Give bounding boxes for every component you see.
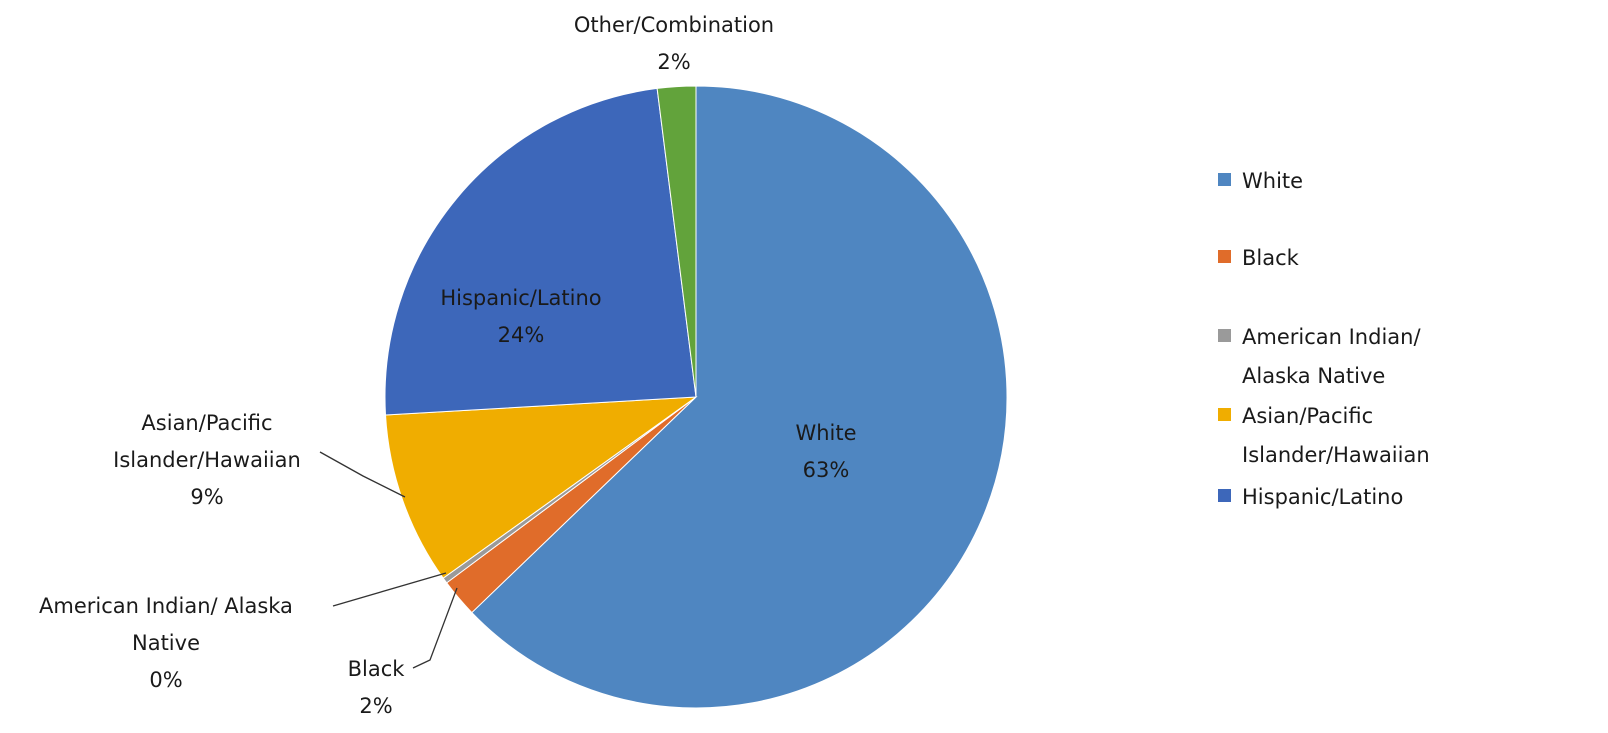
legend-label-american-indian-alaska-native: American Indian/Alaska Native [1242, 325, 1421, 388]
leader-line-american-indian-alaska-native [332, 572, 447, 607]
data-label-american-indian-alaska-native: American Indian/ Alaska Native 0% [39, 594, 293, 692]
leader-lines [319, 451, 458, 669]
data-label-line: Native [132, 631, 200, 655]
leader-line-asian-pacific-islander-hawaiian [319, 451, 406, 498]
data-label-line: 2% [359, 694, 392, 718]
data-label-line: White [795, 421, 856, 445]
data-label-line: 24% [498, 323, 545, 347]
legend-swatch-black [1218, 250, 1231, 263]
data-label-line: Asian/Pacific [141, 411, 272, 435]
data-label-line: Other/Combination [574, 13, 774, 37]
legend-label-line: American Indian/ [1242, 325, 1421, 349]
data-label-line: 0% [149, 668, 182, 692]
legend-label-line: Black [1242, 246, 1300, 270]
pie-slice-hispanic-latino [384, 87, 697, 416]
legend-label-line: Islander/Hawaiian [1242, 443, 1430, 467]
data-label-line: Black [348, 657, 406, 681]
legend-label-white: White [1242, 169, 1303, 193]
legend-label-line: Hispanic/Latino [1242, 485, 1403, 509]
data-label-other-combination: Other/Combination 2% [574, 13, 774, 74]
data-label-line: 9% [190, 485, 223, 509]
legend-label-black: Black [1242, 246, 1300, 270]
data-label-white: White 63% [795, 421, 856, 482]
legend-label-asian-pacific-islander-hawaiian: Asian/Pacific Islander/Hawaiian [1242, 404, 1430, 467]
pie-slices [384, 85, 1008, 709]
data-label-line: Hispanic/Latino [440, 286, 601, 310]
data-label-hispanic-latino: Hispanic/Latino 24% [440, 286, 601, 347]
pie-slice-white [471, 85, 1008, 709]
data-label-line: Islander/Hawaiian [113, 448, 301, 472]
data-label-line: 2% [657, 50, 690, 74]
legend-label-line: Alaska Native [1242, 364, 1385, 388]
data-label-line: American Indian/ Alaska [39, 594, 293, 618]
legend-swatch-white [1218, 173, 1231, 186]
legend-label-line: White [1242, 169, 1303, 193]
data-labels: White 63% Black 2% American Indian/ Alaska Na… [39, 13, 856, 718]
leader-line-black [412, 587, 458, 669]
legend-swatch-american-indian-alaska-native [1218, 329, 1231, 342]
data-label-black: Black 2% [348, 657, 406, 718]
data-label-asian-pacific-islander-hawaiian: Asian/Pacific Islander/Hawaiian 9% [113, 411, 301, 509]
pie-slice-asian-pacific-islander-hawaiian [384, 396, 698, 579]
legend-label-hispanic-latino: Hispanic/Latino [1242, 485, 1403, 509]
legend-swatch-asian-pacific-islander-hawaiian [1218, 408, 1231, 421]
legend-label-line: Asian/Pacific [1242, 404, 1373, 428]
data-label-line: 63% [803, 458, 850, 482]
pie-slice-other-combination [656, 85, 697, 398]
legend-swatch-hispanic-latino [1218, 489, 1231, 502]
